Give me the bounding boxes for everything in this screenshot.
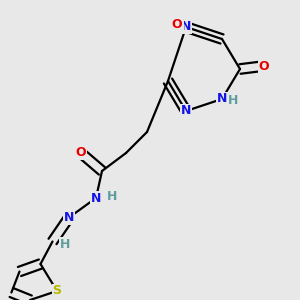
Text: S: S — [52, 284, 62, 298]
Text: H: H — [60, 238, 70, 251]
Text: H: H — [228, 94, 239, 107]
Text: N: N — [181, 20, 191, 34]
Text: O: O — [172, 17, 182, 31]
Text: O: O — [259, 59, 269, 73]
Text: O: O — [76, 146, 86, 160]
Text: H: H — [173, 20, 184, 34]
Text: N: N — [181, 104, 191, 118]
Text: N: N — [91, 191, 101, 205]
Text: N: N — [217, 92, 227, 106]
Text: H: H — [107, 190, 118, 203]
Text: N: N — [64, 211, 74, 224]
